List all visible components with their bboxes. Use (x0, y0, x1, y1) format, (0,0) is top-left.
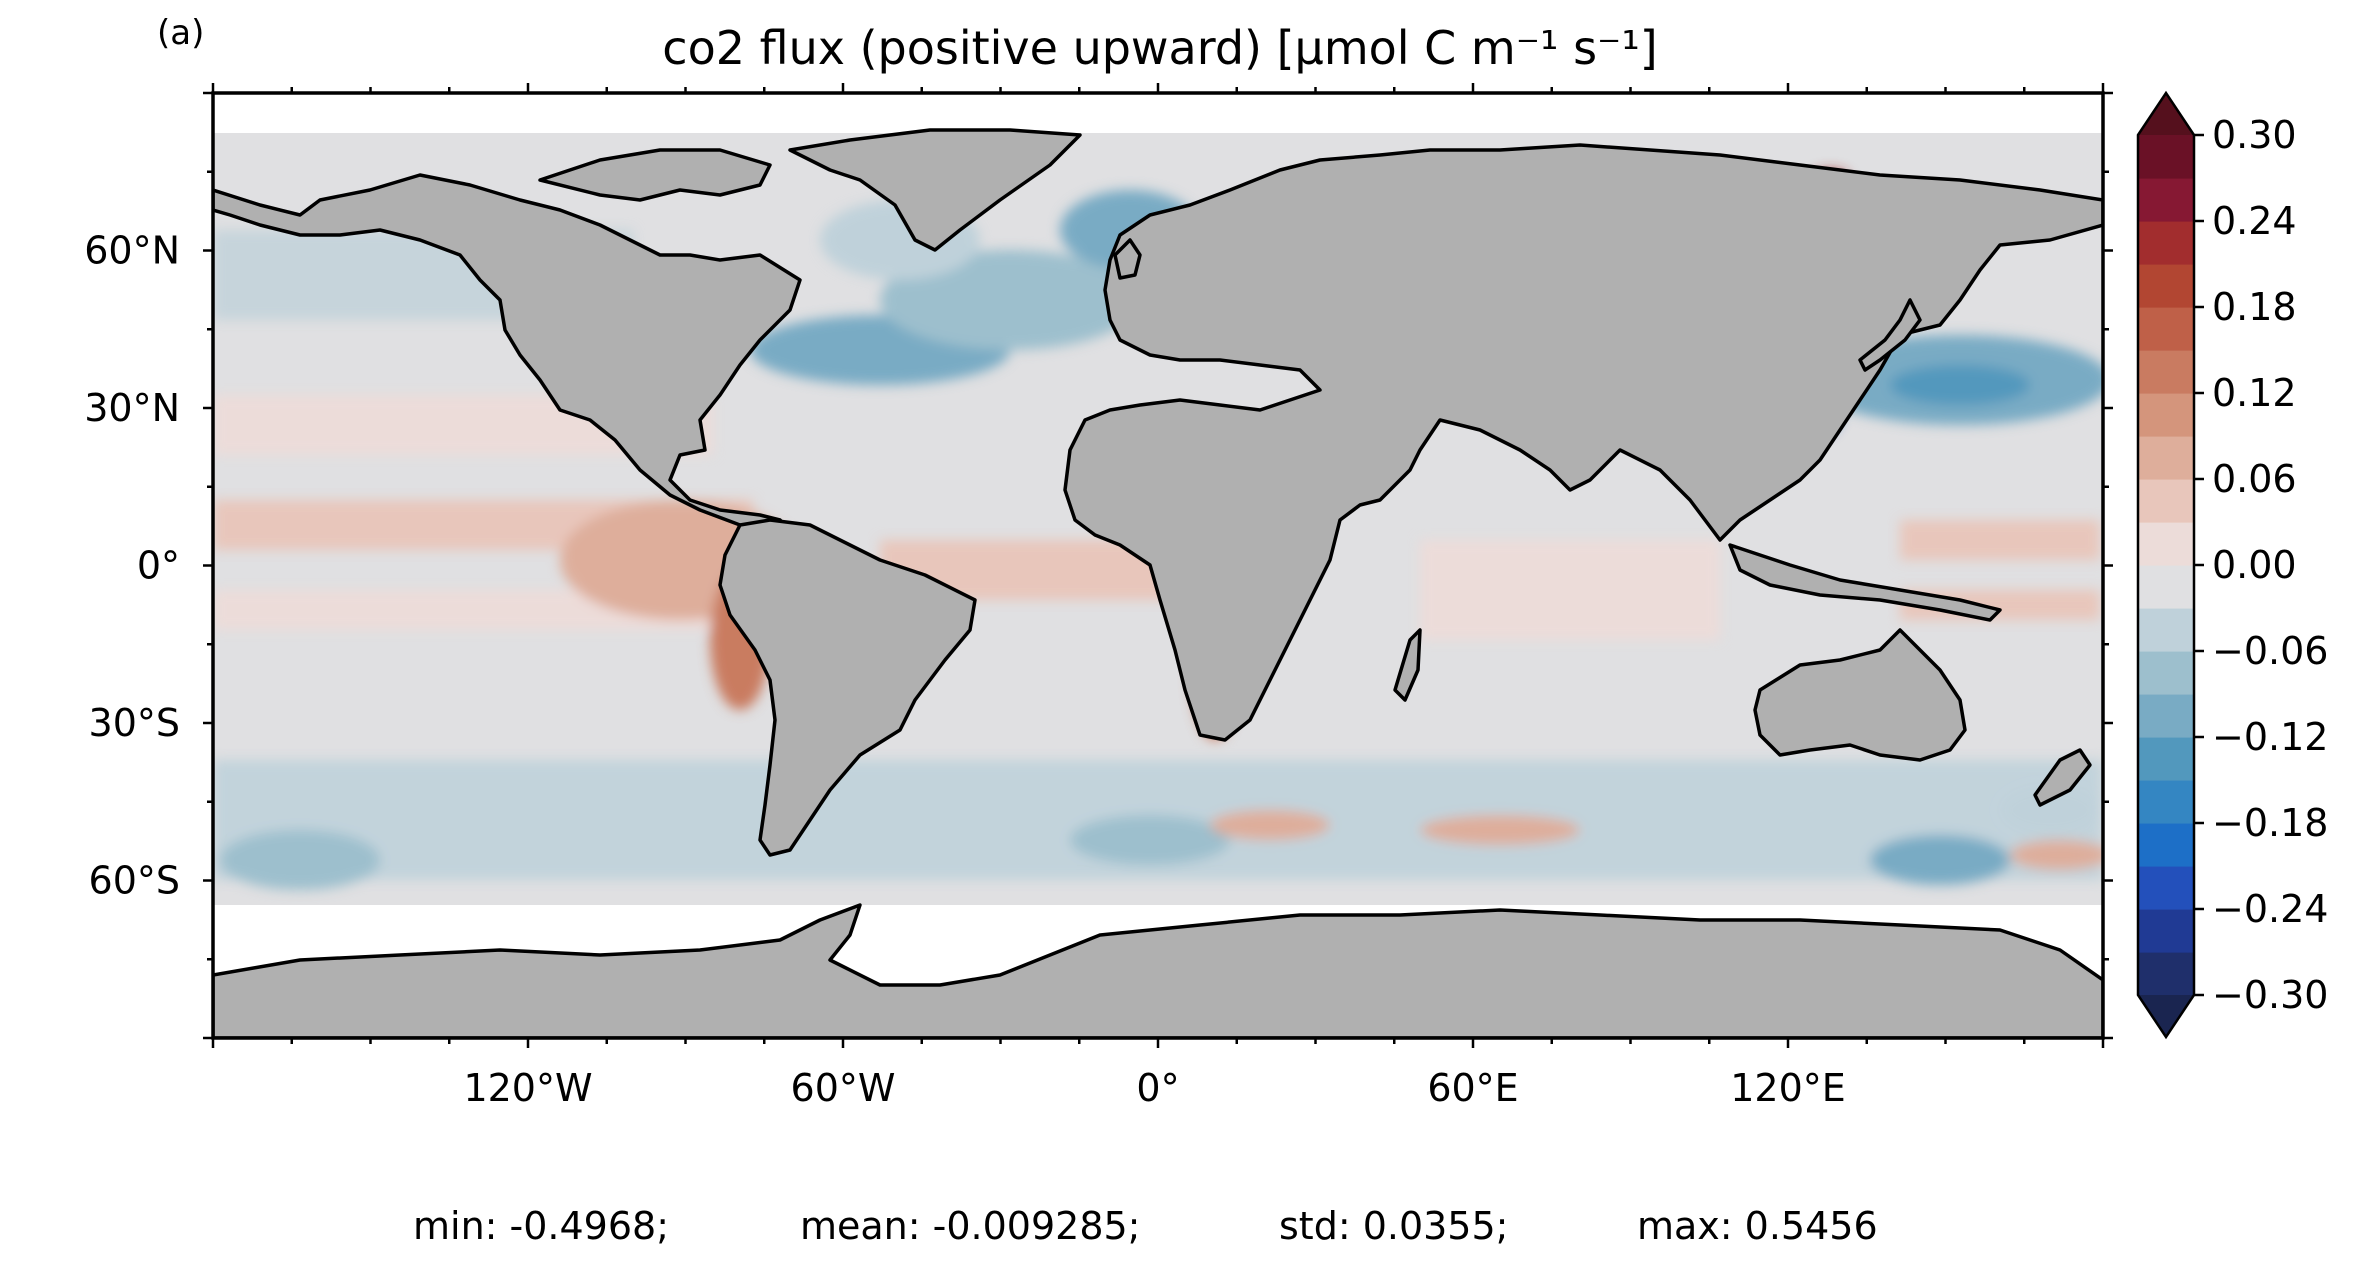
flux-south-atlantic-patch (1070, 815, 1230, 865)
land-japan (1858, 298, 1922, 372)
colorbar-level (2138, 307, 2194, 351)
colorbar-level (2138, 221, 2194, 265)
colorbar-level (2138, 479, 2194, 523)
flux-kuroshio-core (1890, 365, 2030, 405)
colorbar-extend-min (2138, 995, 2194, 1037)
map-panel (213, 93, 2103, 1038)
flux-indian-ocean (1420, 540, 1720, 640)
colorbar-level (2138, 264, 2194, 308)
land-madagascar (1393, 628, 1422, 702)
stat-max: max: 0.5456 (1637, 1204, 1878, 1248)
colorbar-level (2138, 866, 2194, 910)
land-north-america (213, 173, 802, 542)
flux-tasman-patch (2000, 785, 2100, 835)
flux-south-pacific-patch (220, 830, 380, 890)
colorbar: 0.30 0.24 0.18 0.12 0.06 0.00 −0.06 −0.12 −0.18 −… (2136, 90, 2328, 1040)
x-tick-label: 60°E (1427, 1066, 1518, 1110)
colorbar-tick-label: −0.06 (2212, 629, 2328, 673)
flux-north-atlantic (880, 250, 1140, 350)
colorbar-level (2138, 823, 2194, 867)
colorbar-tick-label: 0.30 (2212, 113, 2297, 157)
y-axis: 60°N 30°N 0° 30°S 60°S (84, 91, 2113, 1040)
flux-south-indian-patch (1870, 835, 2010, 885)
colorbar-level (2138, 522, 2194, 566)
colorbar-level (2138, 135, 2194, 179)
stat-std: std: 0.0355; (1279, 1204, 1508, 1248)
land-new-zealand (2033, 748, 2092, 807)
colorbar-tick-label: −0.24 (2212, 887, 2328, 931)
y-tick-label: 60°N (84, 229, 180, 273)
x-tick-label: 120°W (463, 1066, 592, 1110)
colorbar-level (2138, 565, 2194, 609)
colorbar-level (2138, 608, 2194, 652)
colorbar-level (2138, 651, 2194, 695)
flux-southern-red-1 (1210, 810, 1330, 840)
arctic-sea-ice (213, 93, 2103, 133)
y-tick-label: 60°S (89, 859, 180, 903)
x-tick-label: 60°W (791, 1066, 896, 1110)
colorbar-tick-label: 0.12 (2212, 371, 2297, 415)
land-arctic-islands (538, 148, 772, 202)
x-tick-label: 0° (1136, 1066, 1179, 1110)
colorbar-tick-label: 0.24 (2212, 199, 2297, 243)
x-axis: 120°W 60°W 0° 60°E 120°E (211, 83, 2105, 1110)
panel-label: (a) (157, 13, 204, 53)
y-tick-label: 30°N (84, 386, 180, 430)
chart-title: co2 flux (positive upward) [μmol C m⁻¹ s… (662, 21, 1657, 75)
flux-west-pacific-eq (1900, 520, 2100, 560)
colorbar-tick-label: 0.18 (2212, 285, 2297, 329)
land-greenland (788, 128, 1082, 252)
colorbar-level (2138, 780, 2194, 824)
stats-line: min: -0.4968; mean: -0.009285; std: 0.03… (413, 1204, 1878, 1248)
colorbar-level (2138, 178, 2194, 222)
colorbar-tick-label: −0.12 (2212, 715, 2328, 759)
colorbar-tick-label: −0.18 (2212, 801, 2328, 845)
y-tick-label: 0° (137, 544, 180, 588)
land-australia (1753, 628, 1967, 762)
colorbar-level (2138, 952, 2194, 996)
land-uk (1113, 238, 1142, 280)
colorbar-tick-label: −0.30 (2212, 973, 2328, 1017)
colorbar-level (2138, 436, 2194, 480)
stat-mean: mean: -0.009285; (800, 1204, 1140, 1248)
land (213, 128, 2103, 1038)
colorbar-level (2138, 737, 2194, 781)
y-tick-label: 30°S (89, 701, 180, 745)
land-south-america (718, 518, 977, 857)
colorbar-tick-label: 0.00 (2212, 543, 2297, 587)
x-tick-label: 120°E (1730, 1066, 1846, 1110)
colorbar-level (2138, 393, 2194, 437)
flux-southern-red-3 (2010, 840, 2103, 870)
land-indonesia (1728, 543, 2002, 622)
colorbar-level (2138, 909, 2194, 953)
colorbar-tick-label: 0.06 (2212, 457, 2297, 501)
stat-min: min: -0.4968; (413, 1204, 669, 1248)
land-eurasia-africa (1063, 143, 2103, 742)
colorbar-extend-max (2138, 93, 2194, 135)
colorbar-level (2138, 694, 2194, 738)
colorbar-level (2138, 350, 2194, 394)
land-antarctica (213, 903, 2103, 1038)
flux-southern-red-2 (1420, 815, 1580, 845)
